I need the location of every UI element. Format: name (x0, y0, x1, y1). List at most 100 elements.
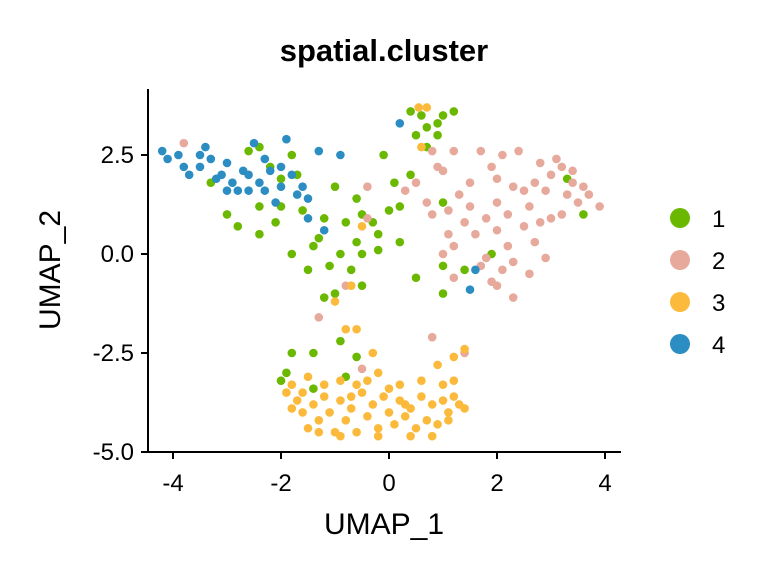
point-cluster-3 (406, 431, 415, 441)
point-cluster-3 (379, 392, 388, 401)
point-cluster-1 (319, 293, 329, 302)
point-cluster-3 (287, 380, 297, 389)
point-cluster-3 (460, 344, 469, 354)
point-cluster-3 (427, 400, 437, 409)
legend-key-3 (670, 292, 690, 312)
x-tick-label: 2 (490, 470, 503, 497)
point-cluster-2 (519, 186, 529, 195)
point-cluster-2 (460, 218, 469, 227)
legend-label: 1 (712, 206, 725, 233)
point-cluster-2 (535, 218, 545, 227)
point-cluster-3 (314, 416, 324, 425)
point-cluster-2 (465, 202, 475, 211)
point-cluster-2 (492, 198, 502, 207)
point-cluster-1 (346, 265, 356, 275)
point-cluster-2 (546, 214, 556, 223)
point-cluster-3 (395, 380, 405, 389)
point-cluster-1 (411, 130, 421, 140)
point-cluster-1 (438, 261, 448, 271)
point-cluster-2 (363, 182, 372, 191)
point-cluster-1 (244, 146, 253, 156)
point-cluster-2 (579, 182, 588, 191)
point-cluster-4 (157, 146, 167, 156)
point-cluster-2 (438, 249, 448, 259)
point-cluster-4 (319, 225, 329, 235)
point-cluster-1 (309, 241, 318, 251)
point-cluster-3 (390, 419, 399, 429)
point-cluster-1 (460, 265, 469, 275)
point-cluster-3 (336, 431, 345, 441)
point-cluster-2 (595, 202, 604, 211)
y-tick-label: 0.0 (101, 241, 134, 268)
point-cluster-1 (336, 249, 345, 259)
point-cluster-1 (303, 265, 313, 275)
point-cluster-3 (400, 400, 410, 409)
legend-label: 3 (712, 290, 725, 317)
point-cluster-1 (449, 107, 459, 116)
point-cluster-3 (384, 384, 394, 393)
point-cluster-3 (414, 103, 424, 112)
point-cluster-3 (427, 431, 437, 441)
x-tick-label: -4 (162, 470, 183, 497)
point-cluster-3 (319, 380, 329, 389)
point-cluster-1 (255, 202, 264, 211)
point-cluster-4 (395, 119, 405, 128)
point-cluster-3 (438, 380, 448, 389)
point-cluster-2 (568, 166, 577, 176)
point-cluster-2 (492, 174, 502, 184)
point-cluster-3 (363, 412, 372, 421)
point-cluster-1 (222, 210, 232, 219)
point-cluster-4 (244, 186, 253, 195)
point-cluster-3 (373, 423, 383, 433)
point-cluster-4 (217, 170, 226, 180)
point-cluster-3 (346, 404, 356, 413)
point-cluster-3 (341, 416, 351, 425)
point-cluster-2 (530, 237, 540, 247)
point-cluster-2 (427, 146, 437, 156)
x-ticks: -4 -2 0 2 4 (162, 452, 612, 497)
point-cluster-3 (303, 423, 313, 433)
point-cluster-1 (352, 194, 361, 203)
point-cluster-3 (352, 324, 361, 334)
point-cluster-4 (465, 285, 475, 294)
point-cluster-1 (287, 249, 297, 259)
point-cluster-3 (438, 396, 448, 405)
point-cluster-1 (298, 206, 307, 215)
point-cluster-4 (260, 186, 270, 195)
point-cluster-3 (384, 408, 394, 417)
point-cluster-1 (373, 229, 383, 239)
point-cluster-1 (417, 111, 426, 120)
point-cluster-3 (309, 400, 318, 409)
point-cluster-3 (357, 388, 367, 397)
point-cluster-4 (260, 154, 270, 164)
point-cluster-3 (341, 324, 351, 334)
x-tick-label: 4 (598, 470, 611, 497)
point-cluster-4 (276, 162, 286, 172)
point-cluster-2 (514, 146, 523, 156)
point-cluster-1 (330, 289, 340, 298)
point-cluster-1 (330, 182, 340, 191)
point-cluster-2 (525, 269, 534, 279)
y-ticks: 2.5 0.0 -2.5 -5.0 (93, 142, 148, 466)
point-cluster-4 (195, 162, 205, 172)
point-cluster-2 (314, 313, 324, 322)
point-cluster-2 (400, 186, 410, 195)
point-cluster-2 (503, 241, 513, 251)
point-cluster-3 (346, 392, 356, 401)
x-axis-label: UMAP_1 (324, 508, 444, 541)
point-cluster-3 (417, 142, 426, 152)
point-cluster-2 (568, 178, 577, 188)
point-cluster-4 (255, 178, 264, 188)
point-cluster-4 (249, 138, 259, 148)
point-cluster-1 (438, 111, 448, 120)
point-cluster-2 (487, 162, 496, 172)
point-cluster-2 (541, 186, 550, 195)
point-cluster-4 (195, 150, 205, 160)
point-cluster-3 (314, 427, 324, 437)
point-cluster-3 (303, 372, 313, 382)
point-cluster-3 (373, 431, 383, 441)
point-cluster-1 (336, 336, 345, 346)
point-cluster-3 (325, 408, 334, 417)
point-cluster-1 (406, 170, 415, 180)
